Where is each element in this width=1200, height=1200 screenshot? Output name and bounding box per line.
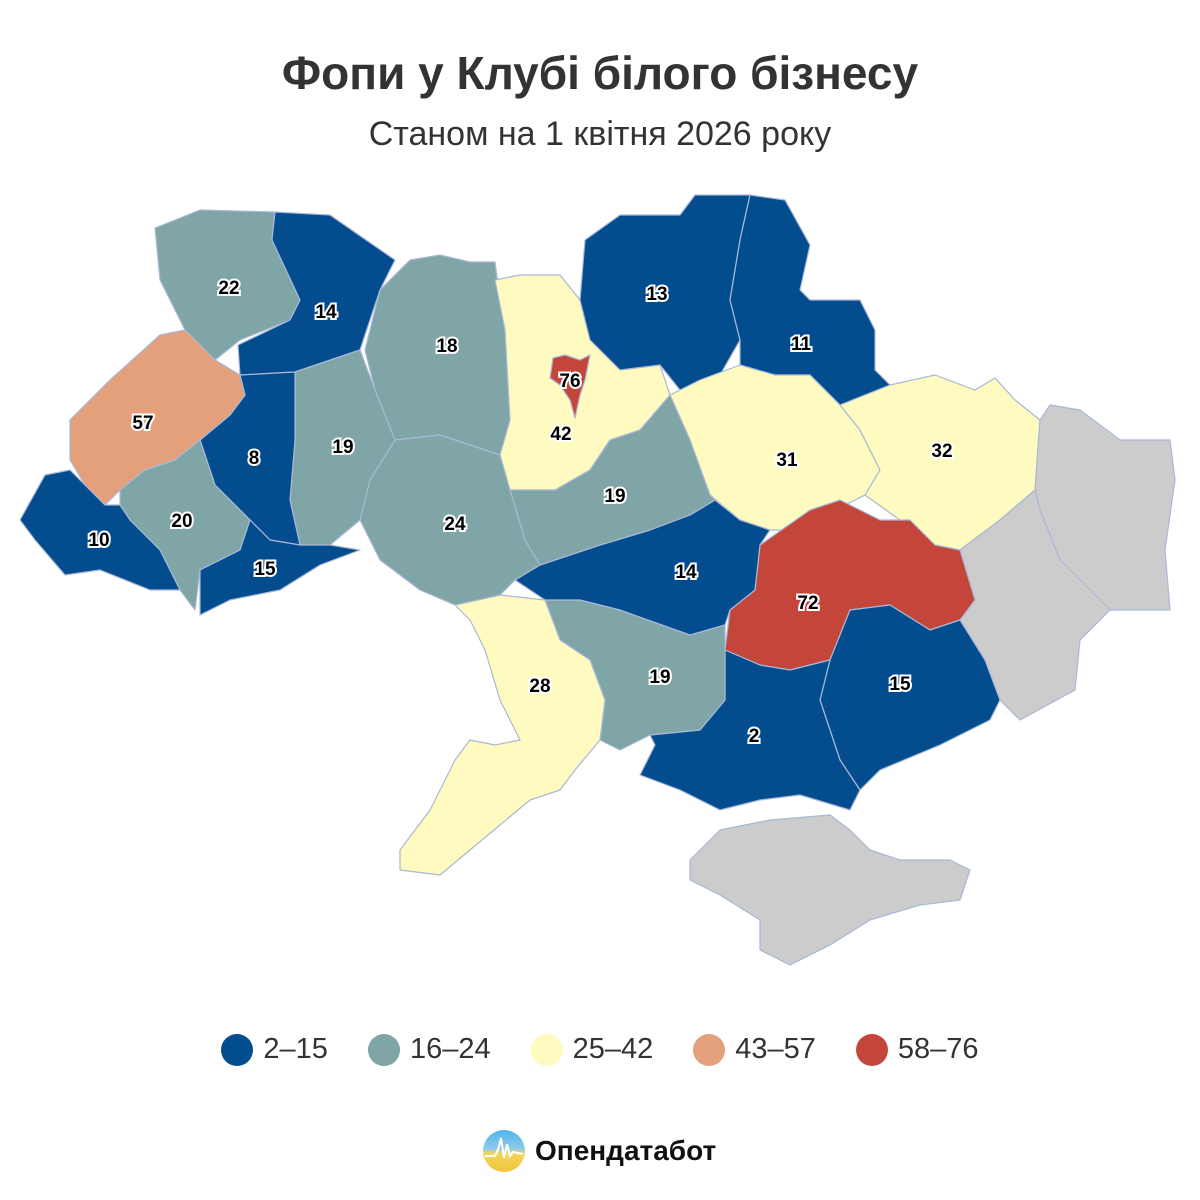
region-chernivtsi[interactable] — [199, 519, 361, 616]
region-value-label: 14 — [315, 302, 337, 323]
region-vinnytsia[interactable] — [359, 434, 541, 606]
region-value-label: 32 — [931, 441, 952, 462]
legend-item: 16–24 — [367, 1033, 491, 1066]
legend-swatch — [367, 1033, 400, 1066]
legend: 2–15 16–24 25–42 43–57 58–76 — [0, 1033, 1200, 1066]
region-cherkasy[interactable] — [509, 394, 716, 566]
logo-icon — [483, 1130, 525, 1172]
region-value-label: 28 — [529, 676, 550, 697]
legend-label: 58–76 — [897, 1033, 979, 1065]
region-value-label: 10 — [88, 530, 109, 551]
region-value-label: 15 — [889, 674, 911, 695]
region-value-label: 19 — [332, 437, 353, 458]
logo-text: Опендатабот — [535, 1135, 717, 1166]
region-zakarpattia[interactable] — [19, 469, 181, 591]
region-value-label: 76 — [559, 371, 580, 392]
legend-item: 58–76 — [855, 1033, 979, 1066]
region-crimea[interactable] — [689, 814, 971, 966]
legend-label: 25–42 — [572, 1033, 654, 1065]
region-value-label: 13 — [646, 284, 667, 305]
legend-label: 43–57 — [735, 1033, 816, 1065]
region-value-label: 31 — [776, 450, 798, 471]
region-value-label: 18 — [436, 336, 457, 357]
opendatabot-logo: Опендатабот — [483, 1130, 716, 1172]
region-value-label: 14 — [675, 562, 697, 583]
region-value-label: 15 — [254, 559, 276, 580]
region-value-label: 11 — [791, 334, 812, 355]
region-value-label: 19 — [649, 667, 670, 688]
map-subtitle: Станом на 1 квітня 2026 року — [368, 115, 832, 153]
region-value-label: 19 — [604, 486, 625, 507]
legend-item: 2–15 — [221, 1033, 328, 1066]
legend-swatch — [530, 1033, 563, 1066]
region-value-label: 57 — [132, 413, 153, 434]
legend-swatch — [221, 1033, 254, 1066]
legend-swatch — [855, 1033, 888, 1066]
region-value-label: 8 — [249, 448, 260, 469]
legend-item: 43–57 — [693, 1033, 816, 1066]
region-value-label: 2 — [749, 726, 760, 747]
region-value-label: 24 — [444, 514, 466, 535]
legend-item: 25–42 — [530, 1033, 654, 1066]
region-odesa[interactable] — [399, 594, 606, 876]
legend-label: 16–24 — [409, 1033, 491, 1065]
region-value-label: 22 — [218, 278, 239, 299]
region-kyiv-city[interactable] — [549, 354, 591, 419]
legend-swatch — [693, 1033, 726, 1066]
region-value-label: 42 — [550, 424, 571, 445]
region-value-label: 20 — [171, 511, 192, 532]
legend-label: 2–15 — [263, 1033, 328, 1065]
map-title: Фопи у Клубі білого бізнесу — [281, 47, 919, 99]
region-value-label: 72 — [797, 593, 818, 614]
